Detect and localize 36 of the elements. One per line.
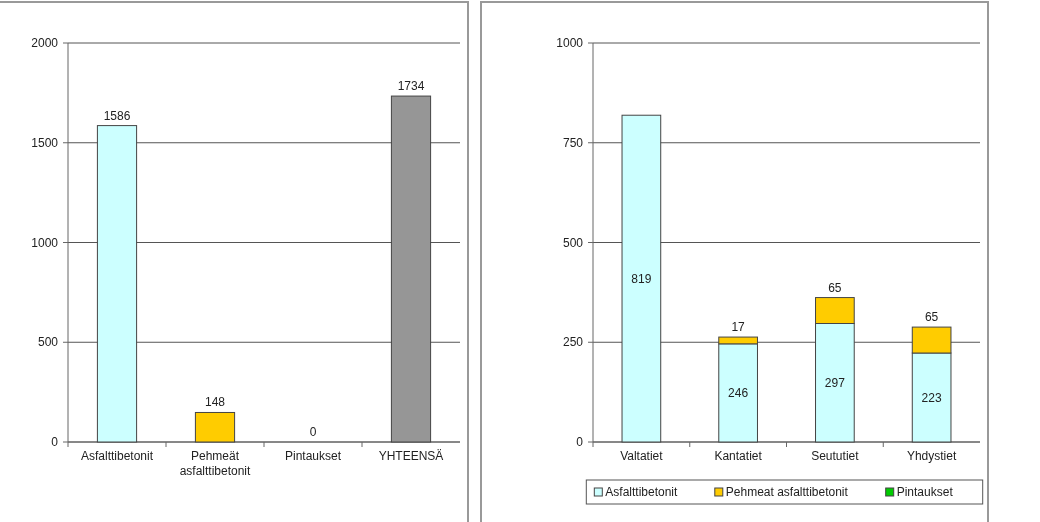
x-tick-label: Asfalttibetonit bbox=[80, 449, 154, 463]
data-label: 65 bbox=[924, 310, 939, 325]
y-tick-label: 500 bbox=[37, 335, 59, 350]
x-tick-label: Valtatiet bbox=[620, 449, 664, 463]
x-tick-label: Pintaukset bbox=[284, 449, 342, 463]
data-label: 246 bbox=[728, 385, 749, 400]
bar bbox=[621, 114, 662, 443]
data-label: 17 bbox=[731, 320, 746, 335]
y-tick-label: 1000 bbox=[556, 36, 584, 50]
legend-label: Pintaukset bbox=[896, 485, 954, 499]
legend-label: Pehmeat asfalttibetonit bbox=[725, 485, 849, 499]
bar bbox=[390, 95, 432, 443]
x-tick-label: Yhdystiet bbox=[906, 449, 957, 463]
y-tick-label: 0 bbox=[51, 435, 59, 449]
data-label: 65 bbox=[828, 280, 842, 295]
bar bbox=[96, 125, 138, 443]
y-tick-label: 750 bbox=[562, 135, 584, 150]
x-tick-label: Kantatiet bbox=[714, 449, 763, 463]
y-tick-label: 2000 bbox=[31, 36, 59, 50]
x-tick-label: YHTEENSÄ bbox=[378, 449, 444, 463]
y-tick-label: 500 bbox=[562, 235, 584, 250]
data-label: 0 bbox=[309, 425, 317, 439]
x-tick-label: Pehmeät asfalttibetonit bbox=[179, 449, 252, 478]
x-tick-label: Seututiet bbox=[811, 449, 860, 463]
data-label: 223 bbox=[921, 390, 942, 405]
data-label: 148 bbox=[204, 395, 226, 410]
y-tick-label: 250 bbox=[562, 335, 584, 350]
y-tick-label: 1500 bbox=[31, 135, 59, 150]
data-label: 1586 bbox=[103, 108, 131, 123]
bar bbox=[194, 411, 236, 443]
y-tick-label: 0 bbox=[576, 435, 584, 449]
data-label: 297 bbox=[824, 375, 846, 390]
legend-label: Asfalttibetonit bbox=[605, 485, 679, 499]
y-tick-label: 1000 bbox=[31, 235, 59, 250]
data-label: 819 bbox=[631, 271, 652, 286]
data-label: 1734 bbox=[397, 79, 425, 94]
